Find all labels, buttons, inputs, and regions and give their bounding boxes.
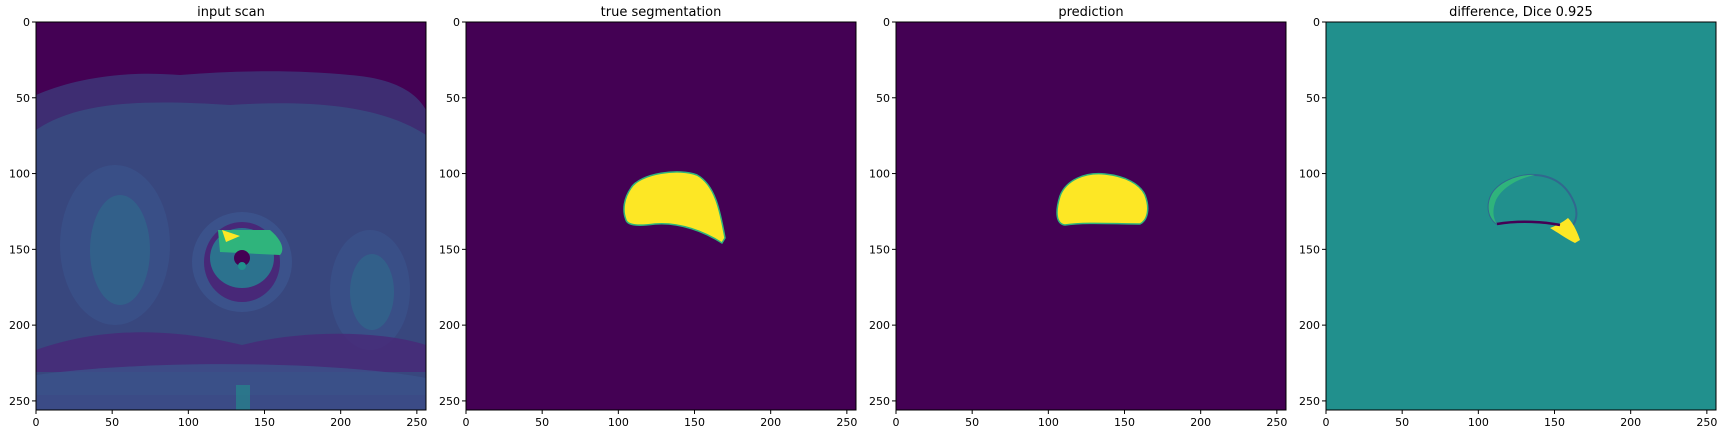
panel-title: true segmentation xyxy=(601,5,722,20)
y-tick-label: 50 xyxy=(446,92,460,105)
x-tick-label: 150 xyxy=(1544,416,1565,429)
prediction-mask xyxy=(1056,172,1149,226)
panel-prediction: prediction 0 50 100 150 200 25005010015020025… xyxy=(869,5,1287,429)
x-tick-label: 200 xyxy=(330,416,351,429)
x-tick-label: 0 xyxy=(33,416,40,429)
y-tick-label: 50 xyxy=(876,92,890,105)
y-tick-label: 250 xyxy=(439,395,460,408)
y-tick-label: 150 xyxy=(439,243,460,256)
y-tick-label: 50 xyxy=(1306,92,1320,105)
x-tick-label: 50 xyxy=(105,416,119,429)
x-tick-label: 250 xyxy=(406,416,427,429)
y-tick-label: 50 xyxy=(16,92,30,105)
y-tick-label: 0 xyxy=(23,16,30,29)
x-tick-label: 200 xyxy=(1620,416,1641,429)
difference-false-negative xyxy=(1488,174,1535,224)
x-tick-label: 100 xyxy=(1468,416,1489,429)
y-tick-label: 150 xyxy=(869,243,890,256)
x-tick-label: 0 xyxy=(893,416,900,429)
y-tick-label: 250 xyxy=(9,395,30,408)
axes-frame xyxy=(1325,21,1717,411)
y-tick-label: 200 xyxy=(869,319,890,332)
mri-scan-image xyxy=(36,22,426,410)
x-tick-label: 50 xyxy=(535,416,549,429)
axes-frame xyxy=(465,21,857,411)
x-tick-label: 200 xyxy=(760,416,781,429)
y-tick-label: 150 xyxy=(9,243,30,256)
panel-title: prediction xyxy=(1058,5,1123,20)
x-tick-label: 200 xyxy=(1190,416,1211,429)
x-tick-label: 50 xyxy=(1395,416,1409,429)
panel-true-segmentation: true segmentation 0 50 100 150 200 2500501001… xyxy=(439,5,857,429)
y-tick-label: 150 xyxy=(1299,243,1320,256)
y-tick-label: 0 xyxy=(883,16,890,29)
x-tick-label: 0 xyxy=(1323,416,1330,429)
true-segmentation-image xyxy=(466,22,856,410)
x-tick-label: 100 xyxy=(1038,416,1059,429)
y-tick-label: 200 xyxy=(439,319,460,332)
prediction-image xyxy=(896,22,1286,410)
y-tick-label: 100 xyxy=(439,168,460,181)
x-tick-label: 250 xyxy=(1696,416,1717,429)
x-tick-label: 100 xyxy=(178,416,199,429)
panel-title: difference, Dice 0.925 xyxy=(1449,5,1593,20)
y-tick-label: 200 xyxy=(9,319,30,332)
y-tick-label: 250 xyxy=(1299,395,1320,408)
segmentation-mask xyxy=(623,171,726,245)
y-tick-label: 0 xyxy=(1313,16,1320,29)
x-tick-label: 150 xyxy=(1114,416,1135,429)
x-tick-label: 150 xyxy=(254,416,275,429)
difference-region xyxy=(1550,218,1580,243)
panel-title: input scan xyxy=(197,5,265,20)
y-tick-label: 0 xyxy=(453,16,460,29)
axes-frame xyxy=(35,21,427,411)
y-tick-label: 100 xyxy=(869,168,890,181)
x-tick-label: 250 xyxy=(836,416,857,429)
x-tick-label: 150 xyxy=(684,416,705,429)
x-tick-label: 100 xyxy=(608,416,629,429)
axes-frame xyxy=(895,21,1287,411)
x-tick-label: 250 xyxy=(1266,416,1287,429)
y-tick-label: 100 xyxy=(9,168,30,181)
y-tick-label: 250 xyxy=(869,395,890,408)
panel-difference: difference, Dice 0.925 0 50 100 150 200 25005… xyxy=(1299,5,1717,429)
y-tick-label: 200 xyxy=(1299,319,1320,332)
x-tick-label: 0 xyxy=(463,416,470,429)
y-tick-label: 100 xyxy=(1299,168,1320,181)
x-tick-label: 50 xyxy=(965,416,979,429)
difference-image xyxy=(1326,22,1716,410)
